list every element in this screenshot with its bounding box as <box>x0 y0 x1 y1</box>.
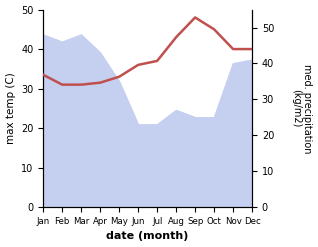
Y-axis label: med. precipitation
(kg/m2): med. precipitation (kg/m2) <box>291 64 313 153</box>
Y-axis label: max temp (C): max temp (C) <box>5 72 16 144</box>
X-axis label: date (month): date (month) <box>107 231 189 242</box>
